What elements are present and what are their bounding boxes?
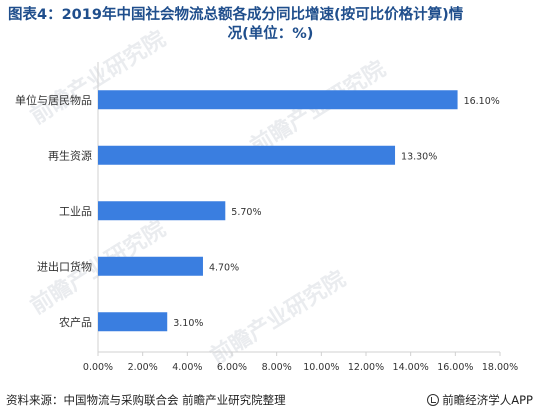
x-tick-label: 14.00%	[393, 362, 429, 373]
bar	[98, 201, 226, 221]
value-label: 4.70%	[209, 262, 239, 273]
x-tick-label: 2.00%	[128, 362, 158, 373]
x-tick-label: 12.00%	[348, 362, 384, 373]
bar	[98, 90, 458, 110]
category-label: 再生资源	[48, 148, 92, 162]
value-label: 3.10%	[173, 318, 203, 329]
source-note: 资料来源：中国物流与采购联合会 前瞻产业研究院整理	[6, 393, 286, 407]
value-label: 16.10%	[464, 96, 500, 107]
bar	[98, 145, 396, 165]
bar	[98, 256, 203, 276]
chart-title-line2: 况(单位：%)	[227, 26, 314, 42]
x-tick-label: 16.00%	[437, 362, 473, 373]
x-tick-label: 0.00%	[83, 362, 113, 373]
x-tick-label: 8.00%	[262, 362, 292, 373]
brand-logo-icon	[427, 394, 440, 406]
brand: 前瞻经济学人APP	[427, 392, 533, 408]
category-label: 进出口货物	[37, 259, 92, 273]
chart-title: 图表4：2019年中国社会物流总额各成分同比增速(按可比价格计算)情 况(单位：…	[8, 6, 533, 44]
bar	[98, 312, 168, 332]
x-tick-label: 4.00%	[172, 362, 202, 373]
category-label: 单位与居民物品	[15, 93, 92, 107]
category-label: 工业品	[59, 205, 92, 218]
value-label: 5.70%	[231, 207, 261, 218]
value-label: 13.30%	[401, 151, 437, 162]
chart-title-line1: 图表4：2019年中国社会物流总额各成分同比增速(按可比价格计算)情	[8, 7, 464, 23]
x-tick-label: 18.00%	[482, 362, 518, 373]
brand-name: 前瞻经济学人APP	[442, 393, 533, 407]
x-tick-label: 6.00%	[217, 362, 247, 373]
category-label: 农产品	[59, 315, 92, 329]
x-tick-label: 10.00%	[303, 362, 339, 373]
